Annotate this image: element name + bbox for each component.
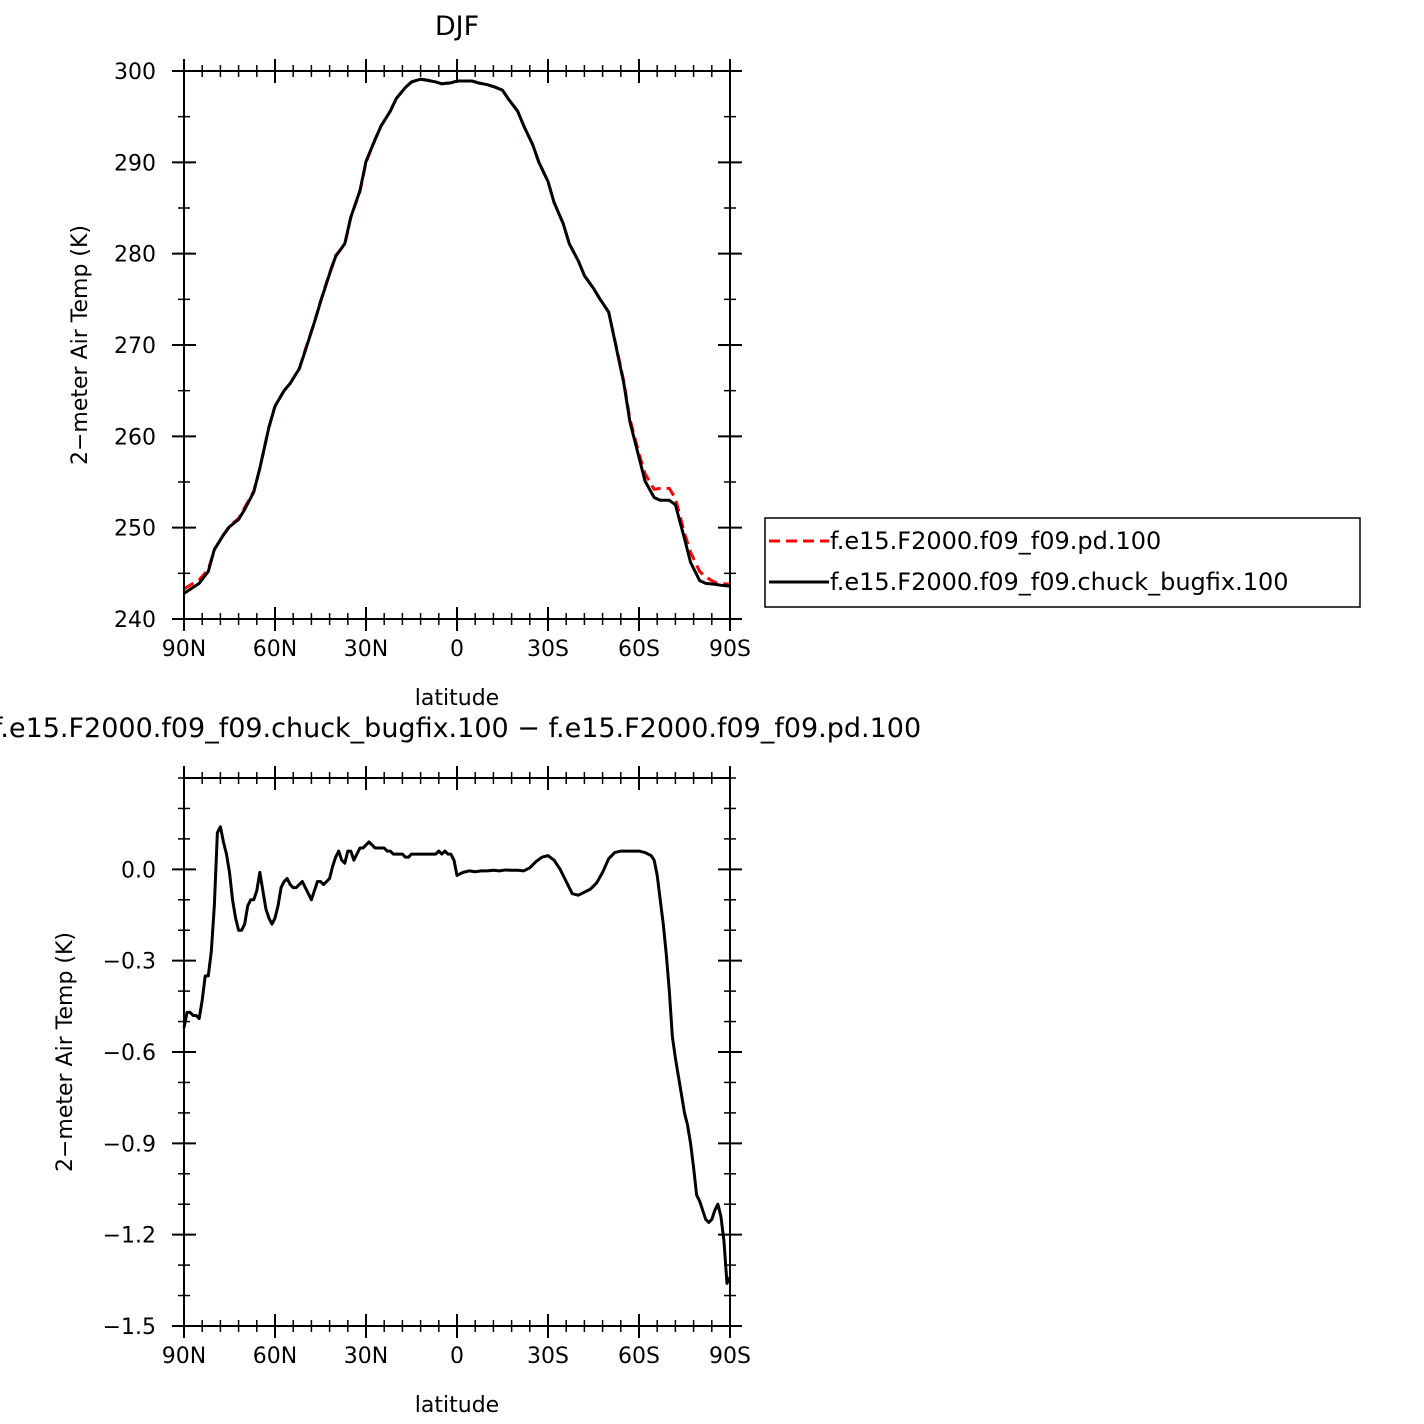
y-tick-label: 300 [114,60,156,85]
y-tick-label: 270 [114,334,156,359]
x-tick-label: 90S [709,1344,751,1369]
legend: f.e15.F2000.f09_f09.pd.100 f.e15.F2000.f… [764,517,1361,608]
y-tick-label: 0.0 [121,858,156,883]
y-tick-label: −1.2 [103,1224,156,1249]
bottom-chart-title: f.e15.F2000.f09_f09.chuck_bugfix.100 − f… [0,713,921,744]
y-tick-label: 250 [114,517,156,542]
y-tick-label: −0.6 [103,1041,156,1066]
x-tick-label: 60N [253,637,297,662]
y-tick-label: −1.5 [103,1315,156,1340]
x-tick-label: 60N [253,1344,297,1369]
bottom-chart: f.e15.F2000.f09_f09.chuck_bugfix.100 − f… [0,713,921,1418]
x-tick-label: 30N [344,1344,388,1369]
x-tick-label: 30S [527,1344,569,1369]
x-tick-label: 30S [527,637,569,662]
x-tick-label: 90N [162,637,206,662]
y-tick-label: 260 [114,425,156,450]
top-plot-frame [183,70,731,620]
x-tick-label: 60S [618,637,660,662]
x-tick-label: 0 [450,1344,464,1369]
series-line-bugfix [183,77,731,595]
bottom-y-axis-title: 2−meter Air Temp (K) [53,932,78,1172]
x-tick-label: 60S [618,1344,660,1369]
y-tick-label: 290 [114,151,156,176]
top-chart-title: DJF [435,11,479,42]
y-tick-label: −0.9 [103,1132,156,1157]
legend-box [764,517,1361,608]
legend-label-pd: f.e15.F2000.f09_f09.pd.100 [830,527,1161,555]
x-tick-label: 90N [162,1344,206,1369]
top-y-axis-title: 2−meter Air Temp (K) [68,225,93,465]
bottom-plot-frame [183,777,731,1327]
series-line-difference [182,825,732,1285]
legend-label-bugfix: f.e15.F2000.f09_f09.chuck_bugfix.100 [830,568,1289,596]
y-tick-label: −0.3 [103,950,156,975]
x-tick-label: 30N [344,637,388,662]
top-chart: DJF 90N 60N 30N 0 30S 60S 90S 240 250 260 270 280 29… [68,11,751,711]
bottom-x-axis-title: latitude [415,1393,499,1418]
x-tick-label: 0 [450,637,464,662]
series-line-pd [183,77,731,591]
y-tick-label: 240 [114,608,156,633]
x-tick-label: 90S [709,637,751,662]
top-x-axis-title: latitude [415,686,499,711]
y-tick-label: 280 [114,243,156,268]
